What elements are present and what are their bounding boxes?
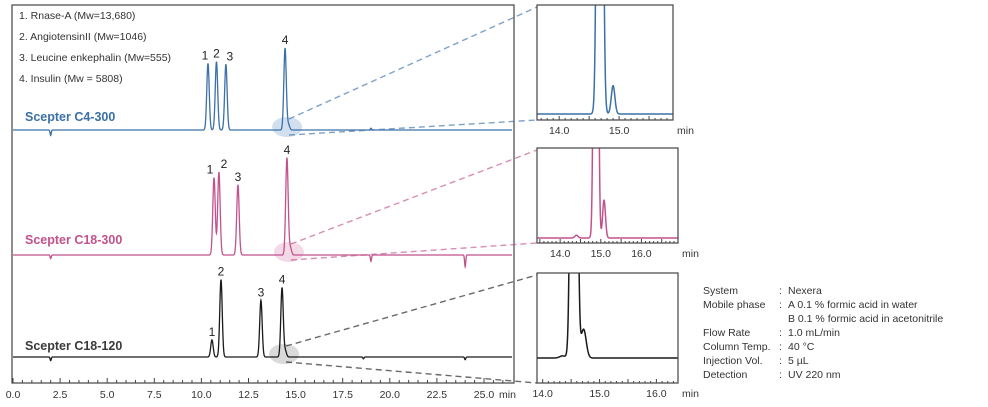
x-tick-label: 2.5	[53, 389, 68, 401]
legend-item-1: 1. Rnase-A (Mw=13,680)	[19, 10, 136, 22]
condition-value: UV 220 nm	[788, 369, 841, 381]
inset-x-unit-label: min	[682, 388, 699, 400]
inset-x-tick-label: 16.0	[631, 248, 652, 260]
inset-x-tick-label: 14.0	[550, 248, 571, 260]
condition-value: 5 µL	[788, 355, 809, 367]
condition-value: A 0.1 % formic acid in water	[788, 299, 918, 311]
condition-colon: :	[779, 285, 782, 297]
inset-plot-3: 14.0 15.0 16.0 min	[532, 272, 699, 400]
peak-label: 3	[258, 285, 265, 299]
peak-label: 4	[282, 33, 289, 47]
x-tick-label: 0.0	[6, 389, 21, 401]
condition-label: Flow Rate	[703, 327, 751, 339]
zoom-connector-line	[288, 6, 538, 120]
chromatogram-trace-scepter-c18-300	[13, 157, 513, 269]
peak-label: 4	[284, 143, 291, 157]
peak-label: 2	[221, 157, 228, 171]
condition-value: Nexera	[788, 285, 822, 297]
inset-x-tick-label: 15.0	[591, 248, 612, 260]
zoom-highlight-ellipse	[269, 344, 300, 364]
legend-item-4: 4. Insulin (Mw = 5808)	[19, 73, 123, 85]
x-axis-unit-label: min	[499, 389, 516, 401]
x-tick-label: 25.0	[474, 389, 495, 401]
zoom-highlight-ellipse	[273, 242, 304, 262]
x-tick-label: 20.0	[380, 389, 401, 401]
x-tick-label: 7.5	[147, 389, 162, 401]
inset-trace	[537, 148, 678, 239]
condition-colon: :	[779, 341, 782, 353]
inset-frame	[536, 147, 679, 244]
x-tick-label: 5.0	[100, 389, 115, 401]
inset-x-tick-label: 14.0	[549, 125, 570, 137]
x-tick-label: 10.0	[191, 389, 212, 401]
inset-plot-2: 14.0 15.0 16.0 min	[536, 147, 699, 260]
inset-x-tick-label: 15.0	[589, 388, 610, 400]
inset-x-tick-label: 15.0	[609, 125, 630, 137]
condition-colon: :	[779, 299, 782, 311]
peak-label: 2	[218, 265, 225, 279]
x-tick-label: 22.5	[427, 389, 448, 401]
condition-label: Injection Vol.	[703, 355, 763, 367]
chromatogram-trace-scepter-c4-300	[13, 47, 513, 137]
condition-label: Detection	[703, 369, 748, 381]
inset-frame	[536, 272, 679, 384]
zoom-connector-line	[285, 274, 538, 347]
zoom-connector-line	[290, 242, 538, 261]
x-tick-label: 15.0	[285, 389, 306, 401]
condition-label: Mobile phase	[703, 299, 766, 311]
condition-colon: :	[779, 327, 782, 339]
peak-label: 1	[207, 163, 214, 177]
condition-label: Column Temp.	[703, 341, 771, 353]
x-tick-label: 12.5	[238, 389, 259, 401]
inset-x-unit-label: min	[682, 248, 699, 260]
peak-label: 1	[209, 325, 216, 339]
series-label-c18-300: Scepter C18-300	[25, 233, 123, 247]
inset-plot-1: 14.0 15.0 min	[536, 4, 694, 137]
condition-value: B 0.1 % formic acid in acetonitrile	[788, 313, 944, 325]
zoom-connector-line	[285, 361, 538, 384]
peak-label: 4	[279, 273, 286, 287]
series-label-c18-120: Scepter C18-120	[25, 339, 123, 353]
zoom-highlight-ellipse	[272, 117, 303, 137]
condition-label: System	[703, 285, 739, 297]
x-tick-label: 17.5	[332, 389, 353, 401]
inset-x-unit-label: min	[677, 125, 694, 137]
inset-trace	[537, 273, 678, 359]
peak-label: 2	[213, 47, 220, 61]
chromatogram-trace-scepter-c18-120	[13, 279, 513, 362]
series-label-c4-300: Scepter C4-300	[25, 110, 116, 124]
condition-value: 40 °C	[788, 341, 815, 353]
zoom-connector-line	[290, 149, 538, 245]
peak-label: 3	[235, 170, 242, 184]
condition-colon: :	[779, 355, 782, 367]
legend-item-2: 2. AngiotensinII (Mw=1046)	[19, 31, 147, 43]
condition-colon: :	[779, 369, 782, 381]
legend-item-3: 3. Leucine enkephalin (Mw=555)	[19, 52, 172, 64]
main-plot-frame	[11, 4, 515, 384]
condition-value: 1.0 mL/min	[788, 327, 840, 339]
inset-frame	[536, 4, 674, 121]
zoom-connector-line	[289, 119, 538, 136]
inset-trace	[537, 5, 673, 115]
peak-label: 1	[202, 48, 209, 62]
inset-x-tick-label: 16.0	[646, 388, 667, 400]
peak-label: 3	[227, 49, 234, 63]
inset-x-tick-label: 14.0	[532, 388, 553, 400]
